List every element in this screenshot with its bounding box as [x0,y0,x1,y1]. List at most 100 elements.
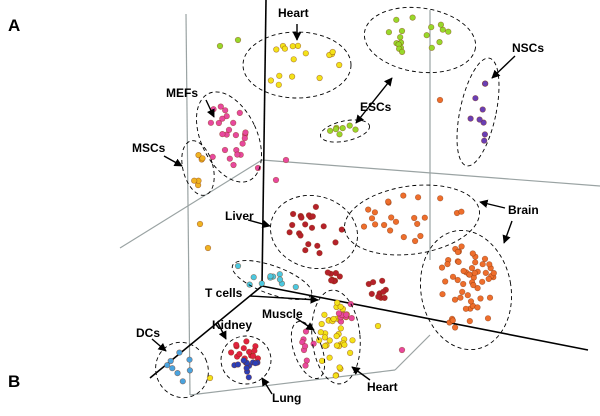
outline-mefs [196,91,262,183]
point-dc [169,365,176,372]
point-heart [290,56,297,63]
point-liver [368,290,375,298]
label-heart-bottom: Heart [367,380,398,394]
point-brain [421,214,428,221]
point-nsc [472,95,479,102]
point-nsc [479,106,486,113]
point-liver [298,214,305,221]
point-brain [472,259,479,266]
point-liver [324,269,331,276]
point-brain [449,317,456,324]
point-tcell [258,280,265,287]
point-esc [327,127,334,134]
point-brain [371,209,379,216]
point-nsc [481,137,488,144]
point-liver [308,224,316,231]
point-nsc [476,116,483,123]
point-liver [328,277,335,284]
axis-vertical [261,0,267,287]
point-heart [374,322,382,330]
point-heart [326,354,333,361]
point-kidney [240,345,247,352]
point-brain [381,221,388,229]
outline-muscle [290,320,326,380]
grey-axes [119,10,600,396]
point-esc [428,24,435,31]
point-brain [451,296,459,303]
point-heart [316,337,323,344]
arrow-nscs [491,55,516,79]
point-heart [333,333,340,340]
point-brain [471,270,478,277]
point-mef [217,103,224,110]
point-brain [474,304,481,311]
label-mscs: MSCs [132,141,166,155]
point-mef [221,146,229,154]
point-heart [294,42,302,50]
point-brain [449,273,457,280]
grey-axis-left [185,13,191,396]
point-esc [399,48,406,56]
point-brain [372,221,379,228]
point-brain [417,232,424,240]
point-mef [242,129,249,136]
point-brain [385,198,392,205]
arrow-brain-b [502,220,513,244]
point-heart [349,337,356,344]
point-heart [337,325,344,332]
point-msc [195,152,202,159]
point-lung [240,357,247,364]
cluster-labels: Heart ESCs NSCs MEFs MSCs Liver Brain T … [132,6,544,405]
point-dc [179,378,186,385]
point-heart [275,81,282,88]
outline-heart-top [242,31,352,99]
point-esc [332,126,340,133]
point-heart [336,364,343,371]
point-esc [393,16,400,23]
point-heart [333,342,341,349]
arrow-tcells [249,295,319,304]
point-mef [219,115,226,122]
point-brain [437,195,444,202]
outline-escs-small [320,119,370,143]
label-dcs: DCs [136,326,160,340]
point-brain [415,194,422,201]
point-mef [222,107,229,114]
point-muscle [310,340,317,347]
point-heart [336,61,343,69]
point-dc [186,367,193,374]
point-heart [276,72,283,79]
point-lung [252,360,259,367]
panel-label-b: B [8,372,21,391]
point-muscle [348,315,355,322]
label-muscle: Muscle [262,307,303,321]
arrow-brain-a [479,199,506,209]
point-liver [370,279,377,286]
arrow-muscle [295,317,315,331]
outline-tcells [231,260,313,300]
label-liver: Liver [225,209,254,223]
point-esc [346,122,353,129]
point-brain [469,250,476,257]
point-mef [225,126,233,133]
point-brain [400,192,407,199]
point-esc [436,38,443,46]
point-brain [481,255,489,263]
point-muscle [302,362,309,369]
arrow-lung [261,377,273,395]
point-mef [239,140,246,147]
point-esc [423,32,430,39]
point-nsc [482,80,489,87]
point-kidney [228,349,235,356]
label-arrows [151,24,516,395]
point-liver [286,229,293,236]
point-msc [199,155,206,162]
arrow-escs [355,77,393,124]
point-esc [445,28,452,35]
point-brain [477,295,484,302]
point-msc [204,244,212,252]
point-mef [207,119,214,126]
point-heart [329,48,336,56]
arrow-liver [247,219,271,229]
